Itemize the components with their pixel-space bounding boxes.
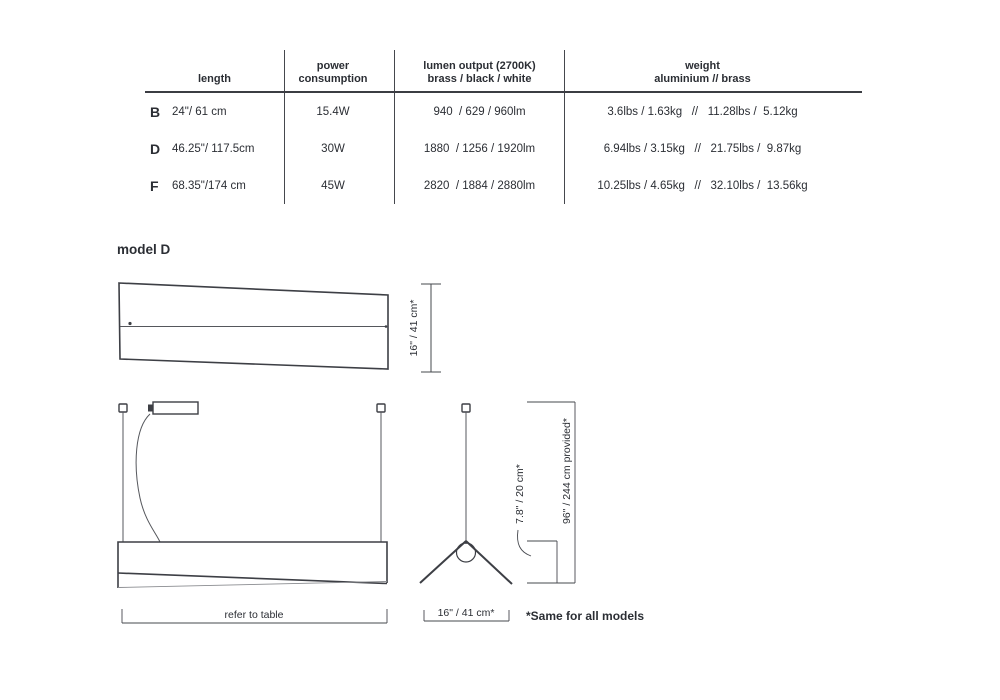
suspension-length-dimension	[527, 401, 576, 584]
table-row-model-d: D 46.25"/ 117.5cm 30W 1880 / 1256 / 1920…	[145, 130, 862, 167]
model-letter-b: B	[150, 103, 161, 120]
cell-weight-f: 10.25lbs / 4.65kg // 32.10lbs / 13.56kg	[597, 179, 808, 192]
col-header-weight: weight aluminium // brass	[565, 50, 862, 91]
cell-lumen-f: 2820 / 1884 / 2880lm	[395, 167, 565, 204]
side-width-label: 16" / 41 cm*	[438, 607, 495, 619]
cell-lumen-b: 940 / 629 / 960lm	[395, 93, 565, 130]
spec-table: length power consumption lumen output (2…	[145, 50, 862, 204]
col-header-lumen-line2: brass / black / white	[427, 73, 532, 85]
diagram-title: model D	[117, 242, 171, 257]
length-value-b: 24"/ 61 cm	[172, 105, 227, 118]
col-header-power-line2: consumption	[298, 73, 368, 85]
col-header-weight-line2: aluminium // brass	[654, 73, 751, 85]
length-value-f: 68.35"/174 cm	[172, 179, 246, 192]
col-header-lumen-line1: lumen output (2700K)	[423, 60, 536, 72]
table-row-model-b: B 24"/ 61 cm 15.4W 940 / 629 / 960lm 3.6…	[145, 93, 862, 130]
technical-drawing: 16" / 41 cm* refer to table	[117, 282, 644, 624]
col-header-power: power consumption	[285, 50, 395, 91]
cell-power-b: 15.4W	[285, 93, 395, 130]
footnote-same-for-all-models: *Same for all models	[526, 609, 644, 623]
col-header-length: length	[145, 50, 285, 91]
col-header-length-line1: length	[198, 73, 231, 85]
model-letter-d: D	[150, 140, 161, 157]
cell-length-f: F 68.35"/174 cm	[145, 167, 285, 204]
side-view-drawing	[419, 403, 513, 585]
side-width-dimension	[423, 610, 510, 622]
front-view-drawing	[117, 401, 388, 588]
col-header-lumen: lumen output (2700K) brass / black / whi…	[395, 50, 565, 91]
table-row-model-f: F 68.35"/174 cm 45W 2820 / 1884 / 2880lm…	[145, 167, 862, 204]
suspension-length-label: 96" / 244 cm provided*	[561, 418, 573, 524]
cell-length-d: D 46.25"/ 117.5cm	[145, 130, 285, 167]
cell-length-b: B 24"/ 61 cm	[145, 93, 285, 130]
plan-height-label: 16" / 41 cm*	[408, 300, 420, 357]
plan-height-dimension	[421, 283, 441, 373]
plan-view-drawing	[118, 282, 389, 370]
col-header-power-line1: power	[316, 60, 350, 72]
cell-weight-b: 3.6lbs / 1.63kg // 11.28lbs / 5.12kg	[607, 105, 798, 118]
front-width-dimension	[121, 609, 388, 624]
front-width-label: refer to table	[225, 609, 284, 621]
side-profile-height-label: 7.8" / 20 cm*	[514, 464, 526, 524]
model-letter-f: F	[150, 177, 159, 194]
col-header-weight-line1: weight	[685, 60, 720, 72]
cell-weight-d: 6.94lbs / 3.15kg // 21.75lbs / 9.87kg	[603, 142, 802, 155]
cell-power-d: 30W	[285, 130, 395, 167]
spec-table-header-row: length power consumption lumen output (2…	[145, 50, 862, 93]
length-value-d: 46.25"/ 117.5cm	[172, 142, 255, 155]
side-profile-height-dimension	[517, 529, 558, 583]
cell-power-f: 45W	[285, 167, 395, 204]
cell-lumen-d: 1880 / 1256 / 1920lm	[395, 130, 565, 167]
